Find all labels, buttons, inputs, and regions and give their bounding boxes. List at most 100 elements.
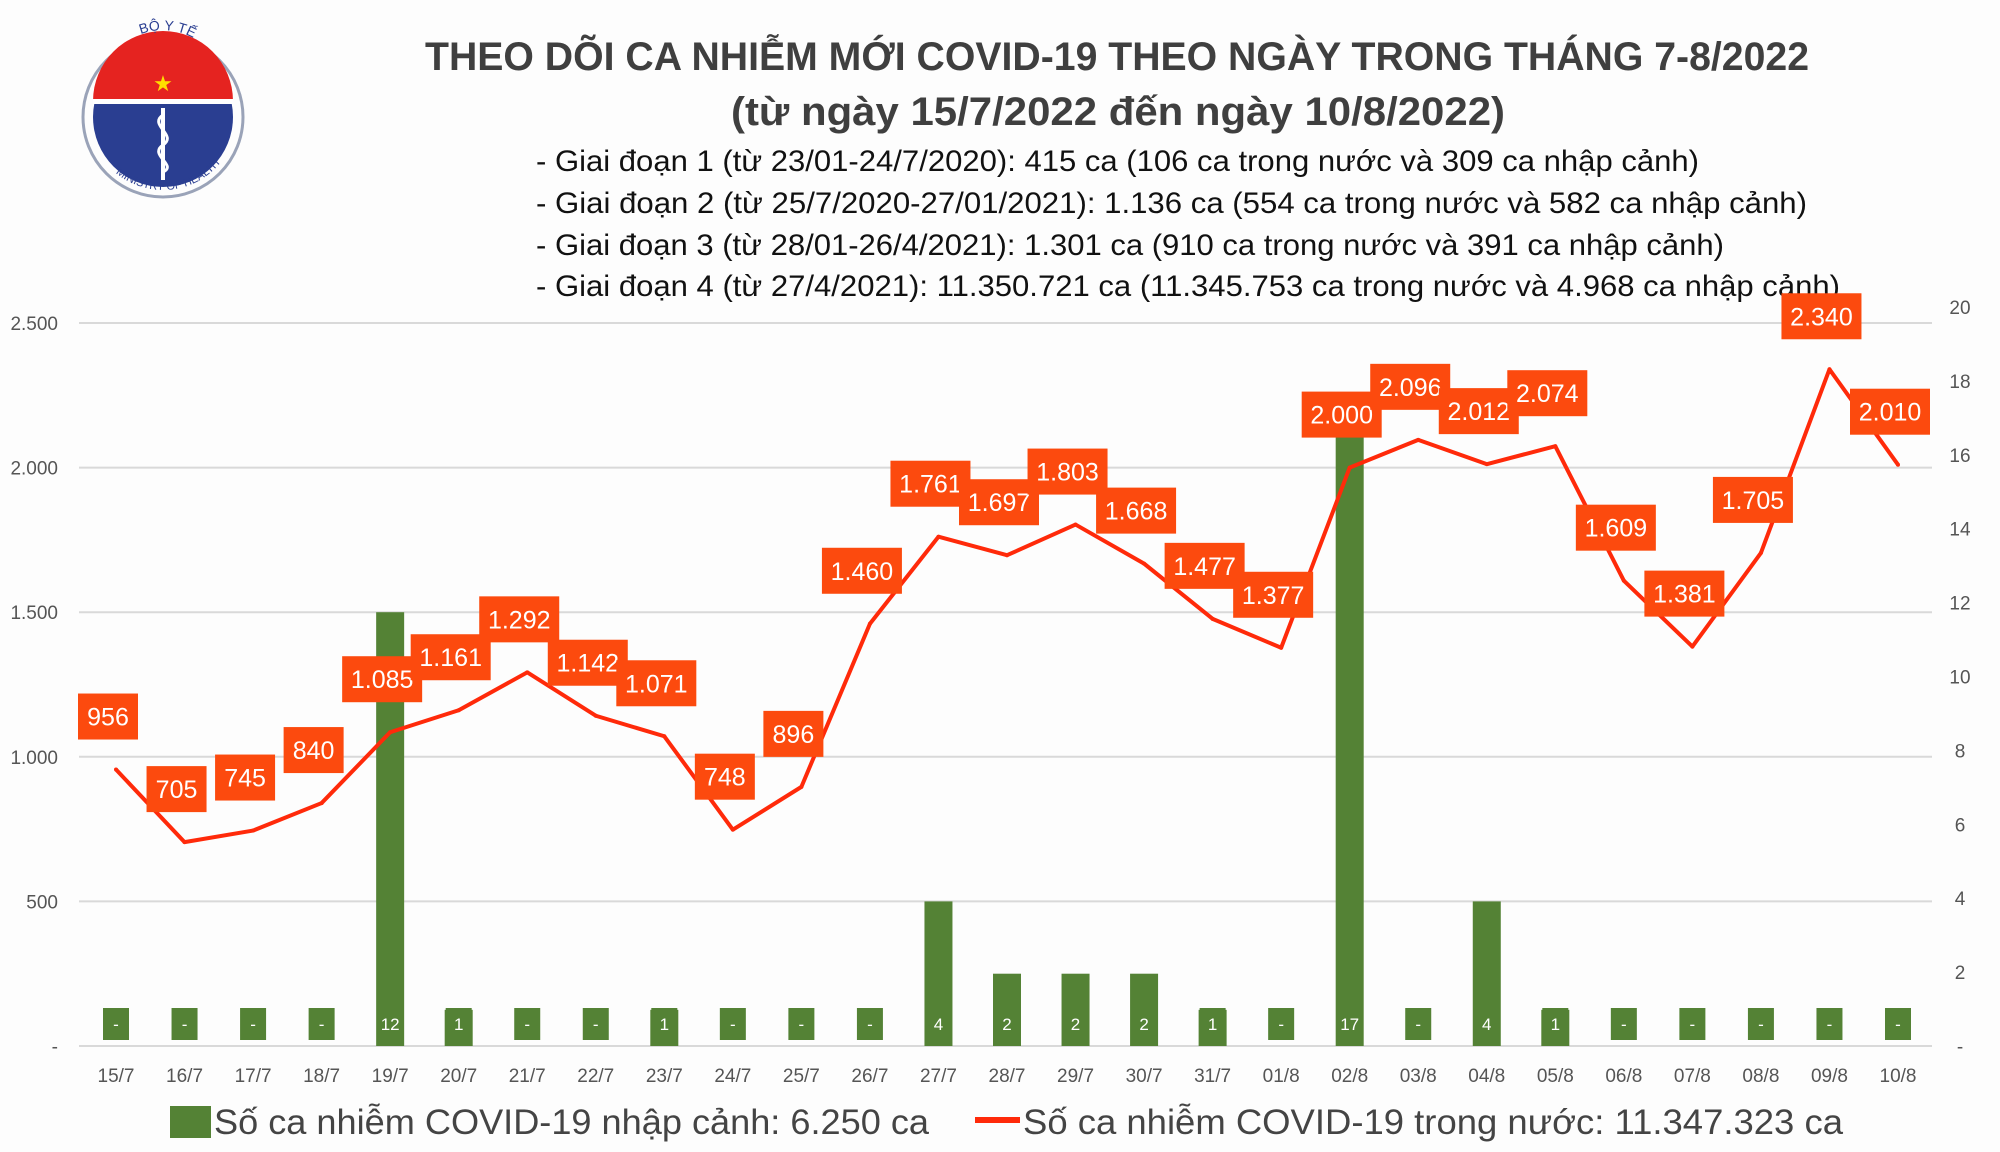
bar-label-box [1199, 1008, 1226, 1040]
y-right-tick-label: 16 [1949, 446, 1970, 467]
y-right-tick-label: 8 [1955, 741, 1966, 762]
x-tick-label: 05/8 [1537, 1066, 1574, 1087]
line-data-label: 745 [224, 765, 266, 793]
legend-bar-label: Số ca nhiễm COVID-19 nhập cảnh: 6.250 ca [214, 1103, 930, 1142]
line-label-box [1233, 571, 1314, 618]
x-tick-label: 01/8 [1263, 1066, 1300, 1087]
x-tick-label: 23/7 [646, 1066, 683, 1087]
line-point [388, 730, 393, 735]
bar-data-label: - [113, 1015, 119, 1034]
line-label-box [146, 766, 207, 813]
bar-label-box [994, 1008, 1020, 1040]
line-data-label: 2.000 [1310, 402, 1373, 430]
line-data-label: 1.161 [419, 644, 482, 672]
bar-data-label: - [799, 1015, 805, 1034]
bar-label-box [1747, 1008, 1774, 1040]
line-label-box [694, 753, 755, 800]
line-data-label: 1.142 [556, 650, 619, 678]
line-data-label: 1.292 [488, 606, 551, 634]
line-label-box [283, 727, 344, 774]
bar-data-label: - [730, 1015, 736, 1034]
svg-text:★: ★ [153, 71, 173, 96]
bar-label-box [1885, 1008, 1911, 1040]
bar-data-label: 1 [660, 1015, 669, 1034]
line-data-label: 1.460 [831, 558, 894, 586]
y-left-tick-label: 1.000 [10, 748, 58, 769]
x-axis: 15/7 16/7 17/7 18/7 19/7 20/7 21/7 22/7 23/7 24/7… [98, 1066, 1917, 1087]
legend-line-label: Số ca nhiễm COVID-19 trong nước: 11.347.… [1023, 1103, 1844, 1142]
line-data-label: 840 [293, 737, 335, 765]
x-tick-label: 06/8 [1605, 1066, 1642, 1087]
line-label-box [1712, 476, 1793, 523]
bar-label-box [651, 1008, 678, 1040]
line-data-label: 2.340 [1790, 303, 1853, 331]
line-point [114, 767, 118, 772]
bar-data-label: - [182, 1015, 188, 1034]
line-point [1347, 465, 1352, 470]
bar-label-box [1062, 1008, 1089, 1040]
line-data-label: 1.377 [1242, 582, 1305, 610]
bar-data-label: 1 [1208, 1015, 1217, 1034]
line-data-label: 1.761 [899, 471, 962, 499]
line-point [1827, 367, 1832, 372]
x-tick-label: 20/7 [440, 1066, 477, 1087]
x-tick-label: 29/7 [1057, 1066, 1094, 1087]
legend-bar-swatch [170, 1106, 211, 1138]
line-label-box [1507, 370, 1588, 417]
y-right-tick-label: 2 [1955, 963, 1966, 984]
bar-data-label: - [1895, 1015, 1901, 1034]
bar-data-label: - [524, 1015, 530, 1034]
bar-label-box [719, 1008, 746, 1040]
line-point [251, 828, 256, 833]
line-data-label: 748 [704, 764, 746, 792]
line-point [1073, 522, 1078, 527]
y-left-tick-label: 2.000 [10, 459, 58, 480]
x-tick-label: 02/8 [1331, 1066, 1368, 1087]
line-label-box [1850, 388, 1930, 435]
x-tick-label: 16/7 [166, 1066, 203, 1087]
y-right-tick-label: 14 [1949, 520, 1971, 541]
bar-data-label: - [1621, 1015, 1627, 1034]
line-label-box [616, 660, 697, 707]
line-point [1416, 437, 1421, 442]
x-tick-label: 07/8 [1674, 1066, 1711, 1087]
x-tick-label: 09/8 [1811, 1066, 1848, 1087]
line-label-box [959, 479, 1039, 526]
x-tick-label: 31/7 [1194, 1066, 1231, 1087]
line-data-label: 2.096 [1379, 374, 1442, 402]
bar-label-box [582, 1008, 609, 1040]
line-point [1210, 616, 1215, 621]
line-label-box [763, 710, 824, 757]
bar-label-box [1610, 1008, 1637, 1040]
x-tick-label: 08/8 [1742, 1066, 1779, 1087]
y-right-tick-label: 20 [1949, 298, 1970, 319]
line-data-label: 1.381 [1653, 581, 1716, 609]
bar-label-box [514, 1008, 541, 1040]
x-tick-label: 18/7 [303, 1066, 340, 1087]
bar-label-box [1679, 1008, 1706, 1040]
line-data-label: 1.085 [351, 666, 414, 694]
x-tick-label: 21/7 [509, 1066, 546, 1087]
line-point [1621, 578, 1626, 583]
gridlines: -5001.0001.5002.0002.500-246810121416182… [10, 298, 1971, 1058]
x-tick-label: 25/7 [783, 1066, 820, 1087]
bar-label-box [308, 1008, 335, 1040]
line-label-box [1575, 504, 1656, 551]
x-tick-label: 27/7 [920, 1066, 957, 1087]
chart-title: THEO DÕI CA NHIỄM MỚI COVID-19 THEO NGÀY… [425, 33, 1809, 79]
bar-label-box [1542, 1008, 1569, 1040]
line-data-label: 2.010 [1859, 399, 1922, 427]
x-tick-label: 30/7 [1126, 1066, 1163, 1087]
line-point [1690, 644, 1695, 649]
phase-3-text: - Giai đoạn 3 (từ 28/01-26/4/2021): 1.30… [536, 229, 1724, 262]
line-point [593, 713, 598, 718]
line-point [1279, 645, 1284, 650]
line-point [1142, 561, 1147, 566]
bar [1335, 431, 1364, 1046]
bar-label-box [1473, 1008, 1500, 1040]
bar-data-label: - [593, 1015, 599, 1034]
y-left-tick-label: 1.500 [10, 603, 58, 624]
bar-data-label: - [1758, 1015, 1764, 1034]
bar-label-box [240, 1008, 267, 1040]
bar-label-box [1405, 1008, 1432, 1040]
